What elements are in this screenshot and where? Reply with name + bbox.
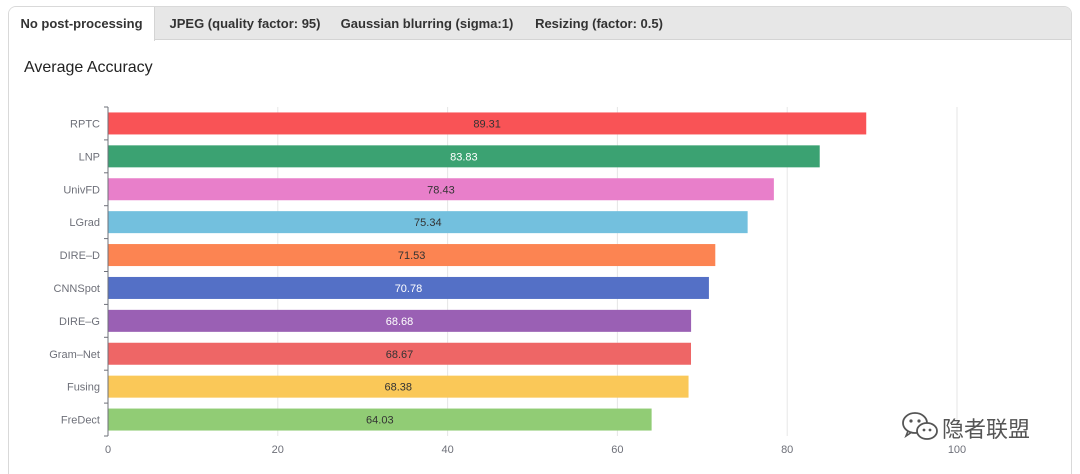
category-label: FreDect	[61, 415, 100, 427]
bar-value-label: 68.38	[385, 382, 413, 394]
category-label: Gram–Net	[49, 349, 100, 361]
bar-value-label: 68.68	[386, 316, 414, 328]
bar	[108, 375, 689, 398]
x-tick-label: 20	[272, 444, 284, 456]
tab-no-post-processing[interactable]: No post-processing	[9, 7, 155, 41]
bar-value-label: 83.83	[450, 151, 478, 163]
bar-value-label: 68.67	[386, 349, 414, 361]
bar	[108, 145, 820, 168]
chart-panel: No post-processing JPEG (quality factor:…	[8, 6, 1072, 474]
bar	[108, 178, 774, 201]
bar	[108, 309, 692, 332]
tab-resizing[interactable]: Resizing (factor: 0.5)	[535, 16, 663, 31]
x-tick-label: 0	[105, 444, 111, 456]
bar	[108, 244, 716, 267]
x-tick-label: 100	[948, 444, 966, 456]
bar	[108, 112, 867, 135]
watermark-text: 隐者联盟	[942, 418, 1031, 443]
category-label: DIRE–D	[60, 250, 100, 262]
wechat-icon	[902, 412, 938, 440]
category-label: UnivFD	[63, 184, 100, 196]
tab-bar: No post-processing JPEG (quality factor:…	[9, 7, 1071, 41]
watermark: 隐者联盟	[900, 410, 1050, 443]
section-title: Average Accuracy	[24, 59, 153, 76]
x-tick-label: 80	[781, 444, 793, 456]
x-tick-label: 40	[441, 444, 453, 456]
bar-value-label: 64.03	[366, 415, 394, 427]
bar-value-label: 89.31	[473, 118, 501, 130]
bar-value-label: 70.78	[395, 283, 423, 295]
bar-value-label: 71.53	[398, 250, 426, 262]
bar	[108, 408, 652, 431]
bar-value-label: 78.43	[427, 184, 455, 196]
tab-jpeg[interactable]: JPEG (quality factor: 95)	[169, 16, 321, 31]
category-label: LGrad	[69, 217, 100, 229]
tab-gaussian-blurring[interactable]: Gaussian blurring (sigma:1)	[340, 16, 514, 31]
bar	[108, 342, 692, 365]
category-label: RPTC	[70, 118, 100, 130]
category-label: Fusing	[67, 382, 100, 394]
bar	[108, 276, 709, 299]
category-label: LNP	[79, 151, 100, 163]
x-tick-label: 60	[611, 444, 623, 456]
category-label: DIRE–G	[59, 316, 100, 328]
category-label: CNNSpot	[54, 283, 100, 295]
bar	[108, 211, 748, 234]
bar-value-label: 75.34	[414, 217, 442, 229]
